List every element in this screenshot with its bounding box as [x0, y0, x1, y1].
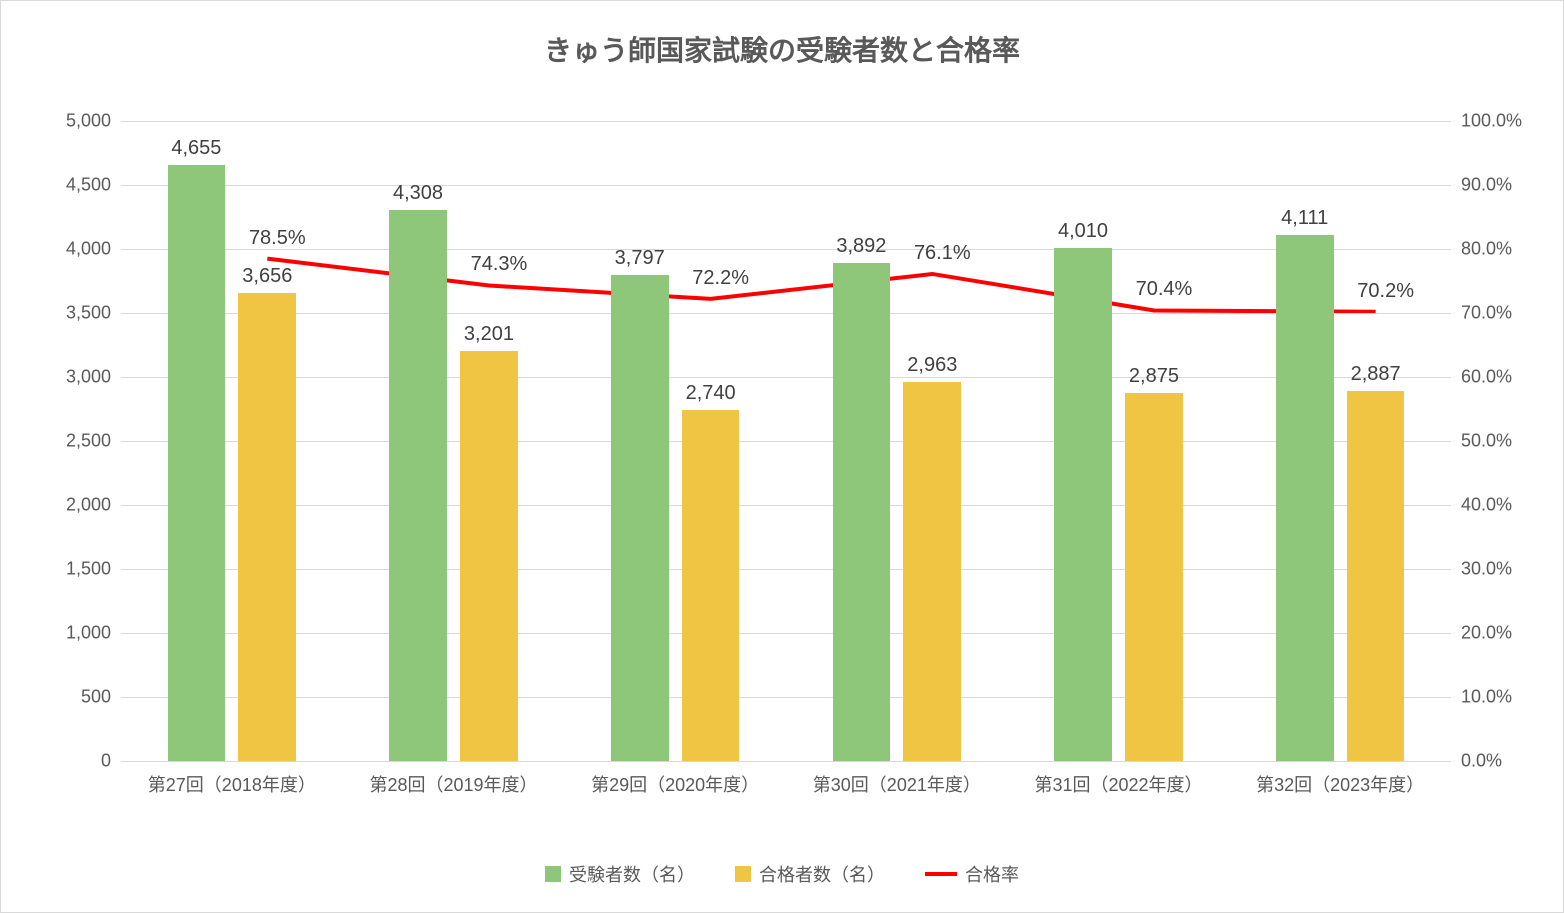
- x-tick-label: 第28回（2019年度）: [369, 771, 537, 797]
- legend-item: 合格者数（名）: [735, 861, 885, 887]
- x-tick-label: 第31回（2022年度）: [1034, 771, 1202, 797]
- y-left-tick-label: 3,500: [66, 303, 111, 324]
- bar: [168, 165, 226, 761]
- gridline: [121, 569, 1451, 570]
- legend-item: 受験者数（名）: [545, 861, 695, 887]
- gridline: [121, 633, 1451, 634]
- line-value-label: 72.2%: [692, 267, 749, 290]
- gridline: [121, 121, 1451, 122]
- bar: [833, 263, 891, 761]
- legend-label: 合格率: [965, 861, 1019, 887]
- bar-value-label: 3,201: [464, 323, 514, 346]
- bar: [903, 382, 961, 761]
- x-tick-label: 第27回（2018年度）: [148, 771, 316, 797]
- legend: 受験者数（名） 合格者数（名） 合格率: [1, 861, 1563, 887]
- legend-line-swatch: [925, 872, 957, 876]
- y-right-tick-label: 30.0%: [1461, 559, 1512, 580]
- y-right-tick-label: 90.0%: [1461, 175, 1512, 196]
- y-left-tick-label: 0: [101, 751, 111, 772]
- gridline: [121, 761, 1451, 762]
- y-right-tick-label: 20.0%: [1461, 623, 1512, 644]
- x-tick-label: 第30回（2021年度）: [813, 771, 981, 797]
- y-left-tick-label: 500: [81, 687, 111, 708]
- y-right-tick-label: 40.0%: [1461, 495, 1512, 516]
- y-right-tick-label: 100.0%: [1461, 111, 1522, 132]
- gridline: [121, 249, 1451, 250]
- x-tick-label: 第32回（2023年度）: [1256, 771, 1424, 797]
- y-left-tick-label: 4,000: [66, 239, 111, 260]
- bar-value-label: 4,111: [1281, 207, 1328, 230]
- bar: [611, 275, 669, 761]
- gridline: [121, 377, 1451, 378]
- y-left-tick-label: 2,500: [66, 431, 111, 452]
- bar-value-label: 2,875: [1129, 365, 1179, 388]
- legend-swatch: [545, 866, 561, 882]
- y-left-tick-label: 1,000: [66, 623, 111, 644]
- y-left-tick-label: 5,000: [66, 111, 111, 132]
- y-left-tick-label: 3,000: [66, 367, 111, 388]
- plot-area: 05001,0001,5002,0002,5003,0003,5004,0004…: [121, 121, 1451, 761]
- bar-value-label: 2,740: [686, 382, 736, 405]
- gridline: [121, 697, 1451, 698]
- bar-value-label: 3,892: [836, 235, 886, 258]
- gridline: [121, 441, 1451, 442]
- bar-value-label: 2,963: [907, 354, 957, 377]
- chart-title: きゅう師国家試験の受験者数と合格率: [1, 29, 1563, 69]
- bar: [389, 210, 447, 761]
- bar-value-label: 4,010: [1058, 220, 1108, 243]
- legend-item: 合格率: [925, 861, 1019, 887]
- bar-value-label: 4,655: [171, 137, 221, 160]
- gridline: [121, 185, 1451, 186]
- bar-value-label: 2,887: [1351, 363, 1401, 386]
- line-value-label: 74.3%: [471, 253, 528, 276]
- legend-label: 受験者数（名）: [569, 861, 695, 887]
- line-value-label: 70.4%: [1136, 278, 1193, 301]
- legend-swatch: [735, 866, 751, 882]
- bar-value-label: 3,797: [615, 247, 665, 270]
- y-right-tick-label: 10.0%: [1461, 687, 1512, 708]
- y-right-tick-label: 0.0%: [1461, 751, 1502, 772]
- gridline: [121, 505, 1451, 506]
- bar-value-label: 4,308: [393, 182, 443, 205]
- bar: [1276, 235, 1334, 761]
- y-right-tick-label: 50.0%: [1461, 431, 1512, 452]
- bar: [238, 293, 296, 761]
- y-right-tick-label: 80.0%: [1461, 239, 1512, 260]
- bar-value-label: 3,656: [242, 265, 292, 288]
- legend-label: 合格者数（名）: [759, 861, 885, 887]
- line-value-label: 76.1%: [914, 242, 971, 265]
- bar: [682, 410, 740, 761]
- y-right-tick-label: 60.0%: [1461, 367, 1512, 388]
- line-value-label: 78.5%: [249, 227, 306, 250]
- bar: [460, 351, 518, 761]
- line-value-label: 70.2%: [1357, 280, 1414, 303]
- x-tick-label: 第29回（2020年度）: [591, 771, 759, 797]
- gridline: [121, 313, 1451, 314]
- y-right-tick-label: 70.0%: [1461, 303, 1512, 324]
- bar: [1347, 391, 1405, 761]
- bar: [1125, 393, 1183, 761]
- chart-container: きゅう師国家試験の受験者数と合格率 05001,0001,5002,0002,5…: [0, 0, 1564, 913]
- y-left-tick-label: 1,500: [66, 559, 111, 580]
- y-left-tick-label: 4,500: [66, 175, 111, 196]
- y-left-tick-label: 2,000: [66, 495, 111, 516]
- bar: [1054, 248, 1112, 761]
